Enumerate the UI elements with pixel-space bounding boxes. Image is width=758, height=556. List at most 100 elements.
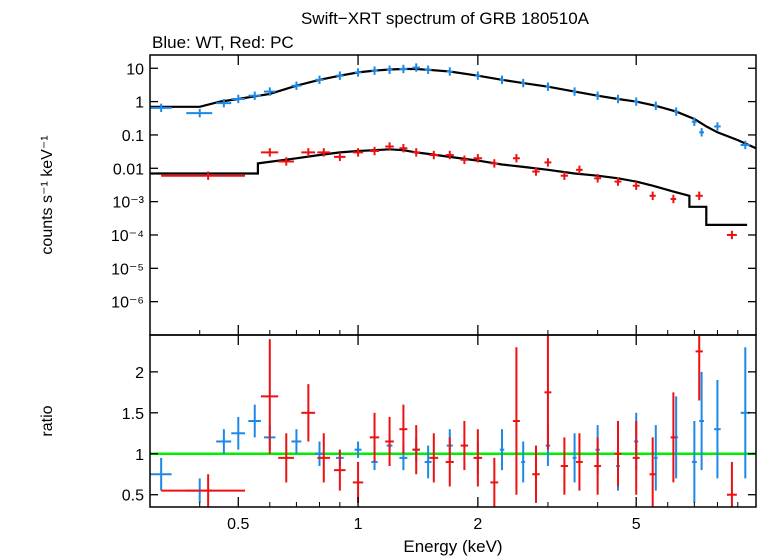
data-point (632, 181, 640, 190)
data-point (352, 148, 364, 157)
data-point (674, 107, 679, 116)
ratio-x-ticks: 0.5 1 2 5 (199, 335, 739, 533)
ratio-point (714, 380, 721, 479)
ratio-point (649, 437, 656, 507)
ratio-point (614, 421, 622, 487)
data-point (315, 75, 324, 85)
y-tick-label: 10⁻⁶ (111, 295, 144, 312)
ratio-point (385, 416, 394, 467)
data-point (490, 159, 499, 168)
ratio-point (560, 437, 569, 495)
y-tick-label: 0.01 (113, 161, 144, 178)
y-tick-label: 10⁻³ (112, 195, 144, 212)
ratio-y-axis-label: ratio (39, 405, 56, 436)
data-point (334, 152, 346, 162)
data-point (446, 67, 453, 76)
data-point (445, 150, 454, 160)
y-tick-label: 10 (126, 61, 144, 78)
data-point (740, 140, 750, 150)
spectrum-y-ticks: 10 1 0.1 0.01 10⁻³ 10⁻⁴ 10⁻⁵ 10⁻⁶ (111, 61, 756, 312)
ratio-y-ticks: 0.5 1 1.5 2 (122, 365, 756, 505)
ratio-point (315, 441, 324, 467)
ratio-point (248, 404, 261, 438)
ratio-point (726, 461, 737, 507)
ratio-point (216, 429, 232, 454)
ratio-point (317, 433, 330, 483)
data-point (399, 144, 408, 153)
ratio-point (544, 335, 552, 450)
ratio-point (532, 445, 540, 503)
data-point (473, 154, 483, 163)
ratio-point (161, 474, 246, 507)
model-curve (150, 67, 757, 150)
data-point (260, 148, 279, 157)
y-tick-label: 10⁻⁴ (111, 228, 144, 245)
data-point (576, 165, 583, 175)
ratio-point (301, 384, 316, 442)
x-tick-label: 1 (354, 516, 363, 533)
data-point (216, 98, 232, 108)
ratio-point (231, 416, 246, 450)
ratio-point (424, 445, 432, 479)
data-point (475, 71, 481, 80)
y-tick-label: 1 (135, 447, 144, 464)
data-point (560, 171, 569, 180)
spectrum-plot-frame (149, 54, 757, 336)
ratio-point (369, 412, 380, 462)
spectrum-x-ticks (199, 55, 739, 335)
data-point (385, 142, 394, 151)
data-point (499, 75, 505, 85)
ratio-data-layer (150, 335, 750, 507)
ratio-point (460, 421, 469, 471)
ratio-point (291, 429, 302, 454)
data-point (429, 150, 439, 160)
ratio-point (594, 437, 602, 495)
ratio-point (499, 429, 505, 471)
data-point (186, 108, 213, 118)
data-point (532, 167, 540, 176)
ratio-point (445, 437, 454, 487)
ratio-point (412, 425, 420, 475)
ratio-point (572, 433, 577, 483)
data-point (653, 101, 658, 110)
ratio-point (399, 404, 408, 454)
data-point (691, 117, 697, 126)
y-tick-label: 0.1 (122, 128, 144, 145)
data-point (699, 128, 704, 137)
data-point (231, 94, 246, 104)
data-layer (150, 63, 750, 240)
x-axis-label: Energy (keV) (403, 537, 502, 556)
ratio-point (278, 433, 294, 483)
ratio-point (632, 421, 640, 495)
data-point (714, 122, 721, 131)
ratio-point (354, 441, 362, 458)
ratio-point (691, 421, 697, 503)
data-point (161, 171, 246, 180)
data-point (369, 146, 380, 156)
data-point (301, 148, 316, 157)
y-tick-label: 10⁻⁵ (111, 261, 144, 278)
data-point (545, 82, 551, 91)
ratio-point (670, 392, 677, 483)
ratio-panel: 0.5 1 1.5 2 0.5 1 2 5 ratio (39, 334, 757, 533)
ratio-point (473, 429, 483, 487)
model-layer (150, 67, 757, 226)
ratio-point (576, 433, 583, 491)
data-point (412, 63, 420, 72)
x-tick-label: 0.5 (227, 516, 249, 533)
x-tick-label: 5 (632, 516, 641, 533)
data-point (649, 191, 656, 200)
ratio-point (512, 347, 520, 495)
ratio-point (695, 335, 703, 401)
ratio-point (653, 425, 658, 491)
data-point (386, 65, 393, 74)
data-point (521, 78, 526, 88)
chart-subtitle: Blue: WT, Red: PC (152, 33, 294, 52)
data-point (150, 103, 172, 113)
data-point (695, 191, 703, 200)
data-point (424, 65, 432, 74)
data-point (412, 148, 420, 157)
data-point (634, 97, 639, 106)
data-point (544, 158, 552, 167)
